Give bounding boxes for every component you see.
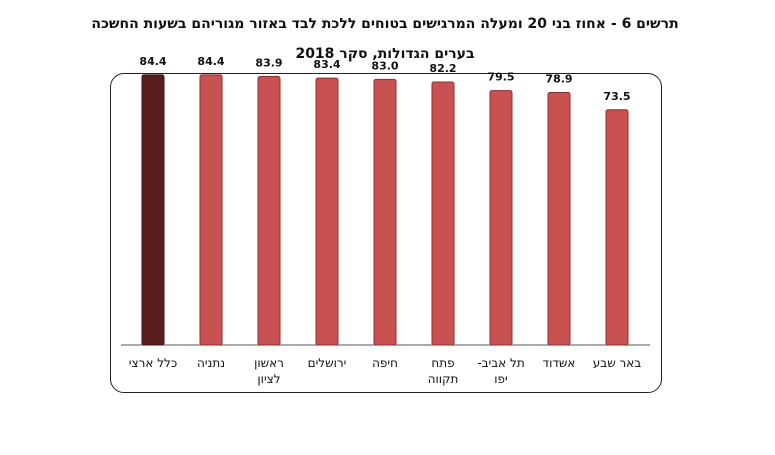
category-label: אשדוד: [543, 356, 576, 370]
category-label: תקווה: [428, 372, 459, 386]
bar-value-label: 73.5: [603, 90, 630, 103]
bar-value-label: 83.4: [313, 58, 340, 71]
category-label: לציון: [257, 372, 280, 386]
bar: [431, 81, 455, 346]
bar-value-label: 79.5: [487, 71, 514, 84]
category-label: כלל ארצי: [129, 356, 177, 370]
category-label: תל אביב-: [477, 356, 524, 370]
bar: [257, 76, 281, 346]
category-label: חיפה: [372, 356, 398, 370]
bar: [547, 92, 571, 346]
bar-value-label: 83.0: [371, 59, 398, 72]
category-label: באר שבע: [593, 356, 642, 370]
bar: [373, 78, 397, 346]
bar-value-label: 83.9: [255, 57, 282, 70]
bar-value-label: 78.9: [545, 73, 572, 86]
bar: [141, 74, 165, 346]
category-label: נתניה: [197, 356, 225, 370]
bar-value-label: 84.4: [139, 55, 166, 68]
category-label: פתח: [431, 356, 454, 370]
bar: [315, 77, 339, 346]
bar: [489, 90, 513, 346]
category-label: ירושלים: [308, 356, 347, 370]
category-label: ראשון: [254, 356, 284, 370]
category-label: יפו: [494, 372, 507, 386]
chart-subtitle: בערים הגדולות, סקר 2018: [295, 46, 475, 62]
bar: [199, 74, 223, 346]
bar-value-label: 84.4: [197, 55, 224, 68]
bar-value-label: 82.2: [429, 62, 456, 75]
chart-title: תרשים 6 - אחוז בני 20 ומעלה המרגישים בטו…: [91, 16, 679, 32]
bar: [605, 109, 629, 346]
